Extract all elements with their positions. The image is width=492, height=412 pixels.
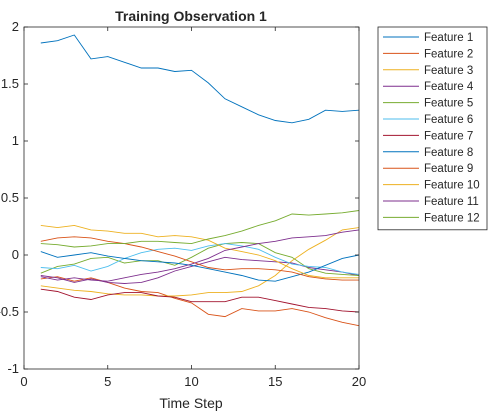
legend-label: Feature 11 [424, 196, 479, 208]
series-line-feature-12 [40, 210, 360, 248]
legend-label: Feature 9 [424, 163, 473, 175]
y-tick-label: -0.5 [0, 304, 19, 319]
x-tick-label: 20 [352, 374, 366, 389]
x-tick-label: 15 [268, 374, 282, 389]
legend-label: Feature 10 [424, 180, 480, 192]
y-tick-label: 0.5 [1, 190, 19, 205]
series-line-feature-11 [40, 229, 360, 282]
series-line-feature-6 [40, 243, 360, 275]
x-tick-label: 0 [20, 374, 27, 389]
legend-label: Feature 1 [424, 32, 473, 44]
legend-label: Feature 2 [424, 48, 473, 60]
y-tick-label: -1 [7, 361, 19, 376]
legend-label: Feature 4 [424, 81, 474, 93]
legend-label: Feature 5 [424, 98, 473, 110]
series-line-feature-9 [40, 236, 359, 281]
series-line-feature-2 [40, 276, 360, 327]
legend-label: Feature 3 [424, 65, 473, 77]
legend-label: Feature 12 [424, 212, 480, 224]
series-line-feature-1 [40, 34, 360, 124]
y-tick-label: 1 [12, 133, 19, 148]
legend-label: Feature 6 [424, 114, 473, 126]
series-line-feature-10 [40, 224, 359, 279]
x-tick-label: 10 [184, 374, 198, 389]
y-tick-label: 1.5 [1, 76, 19, 91]
series-line-feature-5 [40, 242, 360, 276]
plot-area [24, 27, 359, 369]
series-line-feature-7 [40, 288, 360, 313]
series-line-feature-3 [40, 227, 360, 297]
chart-title: Training Observation 1 [115, 8, 267, 24]
series-layer [40, 34, 360, 327]
x-axis-label: Time Step [159, 395, 222, 411]
legend-label: Feature 7 [424, 130, 473, 142]
legend: Feature 1 Feature 2 Feature 3 Feature 4 Feat… [377, 26, 488, 231]
y-tick-label: 0 [12, 247, 19, 262]
tick-layer: 0 5 10 15 20 -1 -0.5 0 0.5 1 1.5 2 [0, 19, 366, 389]
y-tick-label: 2 [12, 19, 19, 34]
series-line-feature-8 [40, 251, 360, 282]
legend-box [377, 26, 488, 231]
legend-label: Feature 8 [424, 147, 473, 159]
x-tick-label: 5 [104, 374, 111, 389]
